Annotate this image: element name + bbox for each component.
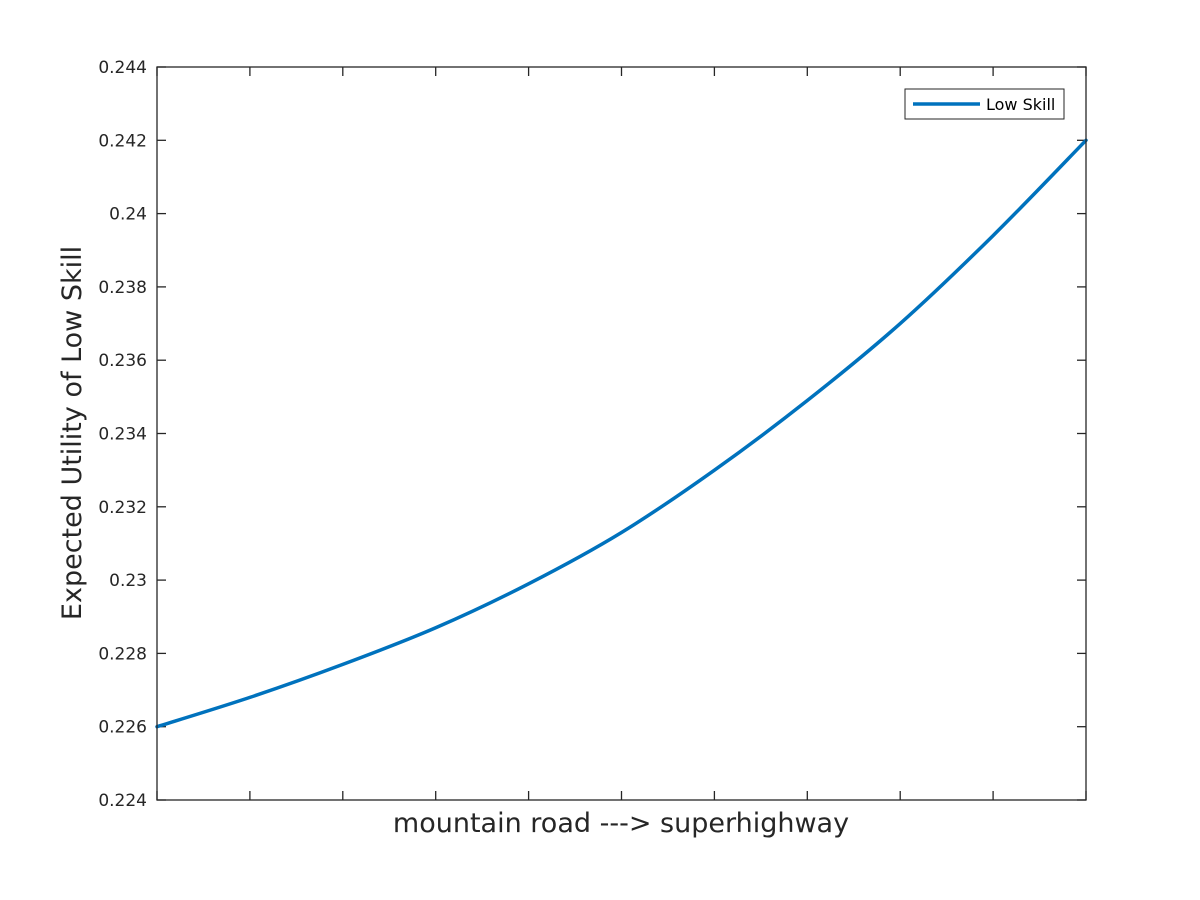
plot-area xyxy=(157,67,1086,800)
y-tick-label: 0.242 xyxy=(98,131,147,151)
series-layer xyxy=(155,138,1088,729)
x-axis-label: mountain road ---> superhighway xyxy=(393,808,849,839)
y-tick-label: 0.226 xyxy=(98,718,147,738)
y-tick-label: 0.24 xyxy=(109,205,147,225)
y-tick-label: 0.244 xyxy=(98,58,147,78)
y-tick-label: 0.238 xyxy=(98,278,147,298)
y-tick-label: 0.23 xyxy=(109,571,147,591)
y-tick-labels: 0.224 0.226 0.228 0.23 0.232 0.234 0.236 0.238 0… xyxy=(98,58,147,811)
y-tick-label: 0.228 xyxy=(98,644,147,664)
series-line-low-skill xyxy=(155,138,1088,729)
y-axis-label: Expected Utility of Low Skill xyxy=(57,246,88,620)
axes-box xyxy=(156,66,1087,801)
y-tick-label: 0.236 xyxy=(98,351,147,371)
legend: Low Skill xyxy=(904,88,1065,120)
y-tick-label: 0.224 xyxy=(98,791,147,811)
y-tick-label: 0.232 xyxy=(98,498,147,518)
legend-entry-low-skill: Low Skill xyxy=(986,95,1055,114)
y-tick-label: 0.234 xyxy=(98,425,147,445)
